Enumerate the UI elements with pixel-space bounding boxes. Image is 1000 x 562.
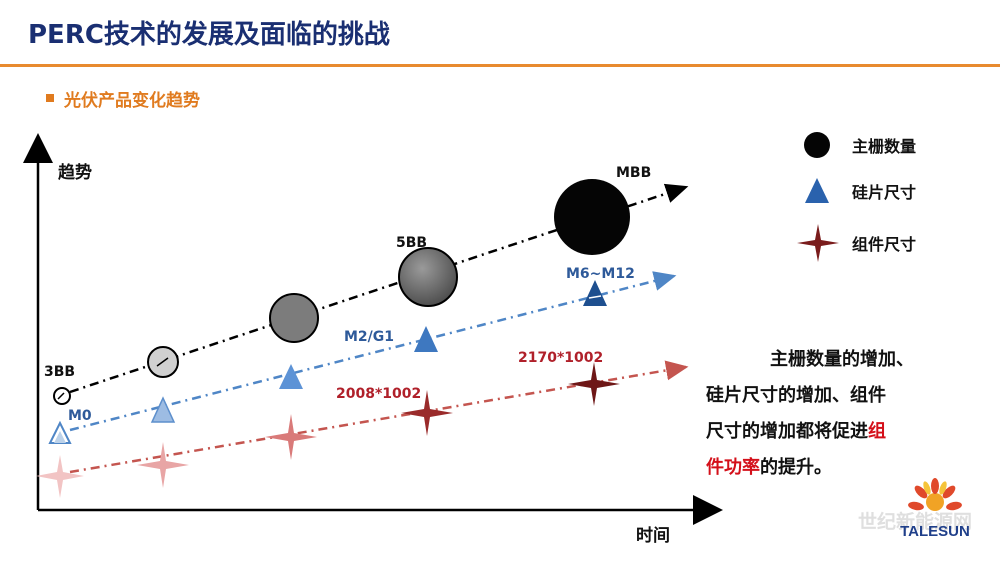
wafer-point-2 — [150, 396, 176, 423]
label-2170: 2170*1002 — [518, 350, 603, 366]
legend-label-module: 组件尺寸 — [852, 235, 916, 254]
x-axis-label: 时间 — [636, 525, 670, 546]
module-point-2008 — [401, 390, 453, 436]
busbar-point-5bb — [398, 247, 458, 307]
note-line-3-highlight: 组 — [868, 421, 886, 442]
label-mbb: MBB — [616, 165, 651, 181]
module-point-3 — [265, 414, 317, 460]
label-m0: M0 — [68, 408, 92, 424]
busbar-point-3 — [269, 293, 319, 343]
y-axis-label: 趋势 — [58, 162, 92, 183]
conclusion-note: 主栅数量的增加、 硅片尺寸的增加、组件 尺寸的增加都将促进组 件功率的提升。 — [706, 342, 986, 486]
busbar-point-3bb — [53, 387, 71, 405]
title-divider — [0, 64, 1000, 67]
label-m2-g1: M2/G1 — [344, 329, 394, 345]
red-star-icon — [797, 224, 839, 262]
sun-flower-icon — [908, 478, 962, 511]
module-point-2 — [137, 442, 189, 488]
black-circle-icon — [804, 132, 830, 158]
wafer-point-3 — [279, 364, 303, 389]
label-m6-m12: M6~M12 — [566, 266, 635, 282]
busbar-point-mbb — [554, 179, 630, 255]
wafer-point-m2 — [414, 326, 438, 352]
section-title: 光伏产品变化趋势 — [64, 91, 200, 111]
legend-label-busbar: 主栅数量 — [852, 137, 916, 156]
watermark: 世纪新能源网 — [858, 510, 972, 533]
page-title: PERC技术的发展及面临的挑战 — [28, 20, 390, 50]
module-point-1 — [36, 455, 84, 498]
note-line-3: 尺寸的增加都将促进 — [706, 421, 868, 442]
label-2008: 2008*1002 — [336, 386, 421, 402]
talesun-logo: TALESUN — [900, 478, 970, 540]
legend: 主栅数量 硅片尺寸 组件尺寸 — [797, 132, 916, 262]
note-line-1: 主栅数量的增加、 — [770, 349, 914, 370]
note-line-4-highlight: 件功率 — [706, 457, 760, 478]
wafer-point-m6 — [583, 280, 607, 306]
wafer-point-m0 — [48, 420, 72, 444]
section-bullet-icon — [46, 94, 54, 102]
label-3bb: 3BB — [44, 364, 75, 380]
logo-text: TALESUN — [900, 523, 970, 540]
note-line-4: 的提升。 — [760, 457, 832, 478]
label-5bb: 5BB — [396, 235, 427, 251]
module-point-2170 — [568, 362, 620, 406]
note-line-2: 硅片尺寸的增加、组件 — [706, 385, 886, 406]
wafer-trend-line — [69, 271, 677, 432]
busbar-point-2 — [147, 346, 179, 378]
legend-label-wafer: 硅片尺寸 — [852, 183, 916, 202]
blue-triangle-icon — [805, 178, 829, 203]
